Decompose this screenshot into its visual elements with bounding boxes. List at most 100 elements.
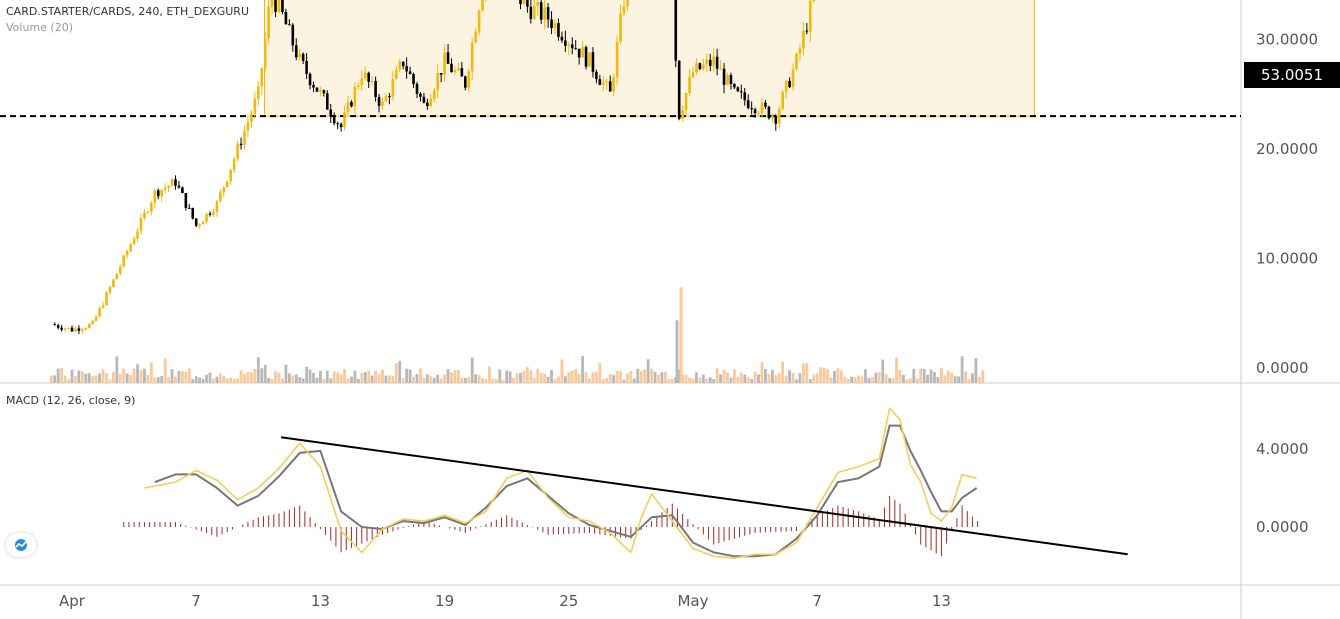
volume-bar	[63, 375, 67, 383]
volume-bar	[539, 372, 543, 383]
volume-bar	[70, 369, 74, 383]
volume-bar	[522, 370, 526, 383]
volume-bar	[595, 371, 598, 383]
volume-bar	[325, 370, 329, 383]
candle-body	[284, 12, 288, 25]
volume-bar	[329, 378, 333, 383]
candle-body	[522, 0, 526, 5]
candle-body	[125, 251, 129, 256]
tradingview-logo-icon[interactable]	[6, 533, 36, 557]
candle-body	[263, 38, 267, 68]
volume-bar	[733, 369, 736, 383]
volume-bar	[408, 369, 412, 383]
candle-body	[529, 6, 533, 19]
candle-body	[467, 71, 471, 88]
volume-bar	[515, 373, 519, 383]
candle-body	[243, 130, 246, 146]
volume-bar	[822, 367, 826, 383]
volume-bar	[432, 377, 436, 383]
candle-body	[181, 187, 184, 194]
volume-bar	[108, 379, 112, 383]
volume-bar	[253, 368, 257, 383]
candle-body	[81, 329, 84, 331]
volume-bar	[436, 374, 440, 383]
candle-body	[308, 73, 312, 86]
volume-bar	[677, 369, 681, 383]
candle-body	[619, 13, 622, 42]
candle-body	[450, 63, 453, 73]
volume-bar	[212, 378, 215, 383]
volume-bar	[115, 356, 119, 383]
candle-body	[460, 68, 464, 77]
volume-bar	[581, 355, 584, 383]
price-axis-label: 20.0000	[1256, 140, 1318, 158]
volume-bar	[632, 378, 636, 383]
volume-bar	[819, 367, 823, 383]
volume-bar	[519, 372, 522, 383]
volume-bar	[543, 373, 547, 383]
volume-bar	[563, 376, 567, 383]
volume-bar	[205, 374, 208, 383]
candle-body	[474, 31, 477, 43]
candle-body	[129, 244, 132, 252]
volume-bar	[895, 357, 898, 383]
volume-bar	[232, 379, 236, 383]
candle-body	[370, 81, 374, 83]
volume-bar	[877, 372, 881, 383]
volume-bar	[301, 378, 305, 383]
candle-body	[219, 192, 222, 202]
volume-bar	[77, 370, 81, 383]
candle-body	[553, 23, 557, 29]
volume-bar	[370, 375, 374, 383]
candle-body	[546, 7, 550, 20]
volume-bar	[287, 373, 291, 383]
volume-bar	[726, 372, 729, 383]
candle-body	[63, 328, 67, 330]
candle-body	[315, 87, 319, 92]
volume-bar	[912, 368, 916, 383]
candle-body	[612, 77, 615, 92]
volume-bar	[902, 374, 905, 383]
volume-bar	[350, 376, 353, 383]
volume-bar	[591, 372, 595, 383]
volume-bar	[218, 373, 222, 383]
volume-bar	[598, 363, 602, 383]
volume-bar	[657, 374, 660, 383]
candle-body	[188, 207, 191, 209]
volume-bar	[570, 370, 574, 383]
volume-bar	[584, 371, 588, 383]
volume-bar	[981, 370, 985, 383]
volume-bar	[174, 376, 177, 383]
volume-bar	[577, 373, 581, 383]
candle-body	[774, 115, 778, 124]
candle-body	[784, 80, 788, 92]
volume-bar	[132, 368, 136, 383]
volume-bar	[419, 368, 422, 383]
candle-body	[70, 327, 74, 332]
candle-body	[705, 59, 709, 65]
volume-bar	[964, 371, 967, 383]
candle-body	[684, 93, 688, 111]
volume-bar	[860, 376, 864, 383]
candle-body	[688, 76, 691, 94]
candle-body	[536, 2, 540, 6]
volume-bar	[270, 379, 274, 383]
candle-body	[715, 56, 719, 69]
volume-bar	[49, 375, 53, 383]
volume-bar	[667, 379, 671, 383]
volume-bar	[574, 369, 578, 383]
volume-bar	[236, 378, 239, 383]
candle-body	[281, 0, 284, 13]
volume-bar	[74, 376, 77, 383]
candle-body	[691, 72, 695, 77]
volume-bar	[712, 379, 716, 383]
candle-body	[360, 78, 364, 86]
candle-body	[740, 91, 743, 93]
candle-body	[539, 2, 543, 20]
volume-bar	[977, 376, 981, 383]
volume-bar	[401, 378, 405, 383]
volume-bar	[753, 371, 757, 383]
volume-bar	[864, 369, 867, 383]
volume-bar	[853, 377, 857, 383]
candle-body	[698, 63, 702, 70]
